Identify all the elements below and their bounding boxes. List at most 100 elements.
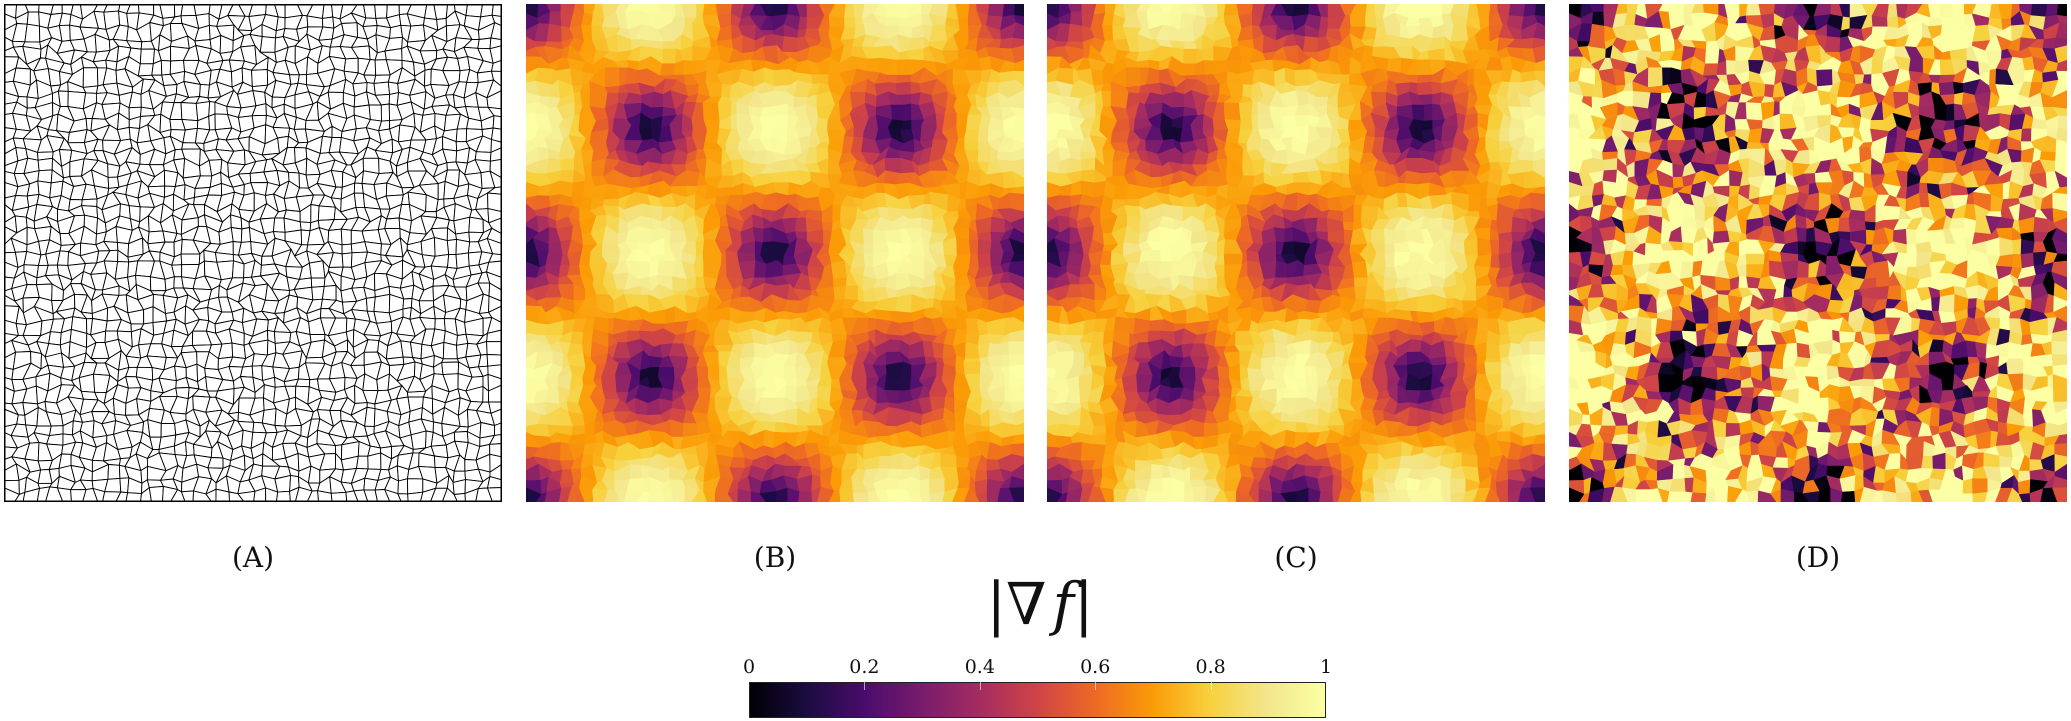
cell — [423, 68, 432, 87]
cell — [37, 157, 53, 172]
cell — [363, 489, 379, 502]
cell — [1225, 127, 1241, 144]
cell — [259, 36, 276, 53]
cell — [783, 408, 799, 426]
cell — [875, 489, 891, 502]
cell — [1511, 216, 1527, 233]
cell — [45, 486, 64, 502]
cell — [1384, 252, 1396, 268]
cell — [1529, 271, 1545, 291]
cell — [374, 4, 388, 19]
cell — [477, 37, 492, 50]
cell — [692, 489, 708, 502]
cell — [1012, 139, 1024, 153]
cell — [536, 491, 548, 502]
cell — [82, 85, 99, 94]
cell — [494, 422, 502, 436]
cell — [1009, 106, 1024, 118]
mesh-border — [4, 4, 502, 502]
mesh-plot — [4, 4, 502, 502]
cell — [1467, 68, 1475, 87]
cell — [1008, 227, 1024, 245]
cell — [1009, 317, 1024, 334]
cell — [659, 63, 676, 77]
cell — [1532, 45, 1545, 64]
cell — [489, 147, 502, 162]
cell — [1534, 4, 1545, 17]
cell — [125, 492, 143, 502]
cell — [637, 491, 650, 502]
cell — [447, 253, 458, 270]
cell — [1530, 106, 1545, 118]
cell — [1396, 192, 1408, 208]
cell — [1534, 70, 1545, 88]
cell — [669, 230, 688, 245]
cell — [684, 486, 701, 502]
cell — [1012, 408, 1024, 426]
cell — [946, 68, 954, 87]
cell — [464, 487, 479, 502]
cell — [160, 59, 172, 76]
cell — [1532, 170, 1545, 189]
cell — [1069, 11, 1083, 27]
cell — [665, 306, 676, 325]
cell — [1010, 253, 1024, 263]
cell — [753, 342, 768, 359]
cell — [730, 113, 738, 131]
cell — [1432, 24, 1446, 39]
cell — [885, 4, 899, 19]
cell — [952, 487, 970, 502]
cell — [1532, 37, 1545, 50]
cell — [1002, 4, 1016, 18]
cell — [488, 433, 502, 445]
cell — [1016, 422, 1024, 436]
cell — [389, 24, 404, 39]
cell — [265, 487, 279, 502]
cell — [817, 378, 833, 388]
cell — [407, 478, 424, 495]
cell — [1529, 260, 1545, 278]
cell — [330, 491, 348, 502]
cell — [895, 81, 912, 96]
cell — [997, 487, 1015, 502]
cell — [762, 227, 774, 243]
cell — [1182, 48, 1198, 65]
cell — [45, 433, 64, 446]
cell — [559, 157, 575, 172]
cell — [1365, 4, 1377, 19]
panel-b-field — [526, 4, 1024, 502]
cell — [453, 492, 466, 502]
cell — [839, 205, 858, 221]
cell — [906, 217, 923, 229]
cell — [787, 487, 801, 502]
cell — [977, 252, 992, 269]
cell — [999, 37, 1014, 50]
cell — [604, 85, 621, 94]
cell — [1011, 434, 1024, 445]
cell — [1386, 57, 1402, 74]
cell — [1417, 4, 1431, 19]
cell — [4, 487, 21, 502]
cell — [629, 464, 643, 480]
cell — [1223, 4, 1240, 17]
cell — [441, 487, 458, 502]
cell — [1529, 238, 1545, 256]
cell — [636, 261, 652, 280]
cell — [752, 227, 765, 243]
cell — [1223, 253, 1244, 266]
cell — [828, 490, 841, 502]
cell — [1009, 487, 1024, 502]
cell — [487, 305, 502, 324]
cell — [1008, 329, 1024, 343]
cell — [727, 488, 739, 502]
cell — [1529, 227, 1545, 245]
cell — [487, 192, 502, 213]
cell — [546, 23, 563, 43]
cell — [558, 486, 573, 502]
cell — [1534, 127, 1545, 143]
cell — [1013, 70, 1024, 88]
cell — [1498, 128, 1510, 142]
cell — [341, 243, 353, 255]
cell — [308, 260, 326, 279]
cell — [362, 4, 377, 19]
